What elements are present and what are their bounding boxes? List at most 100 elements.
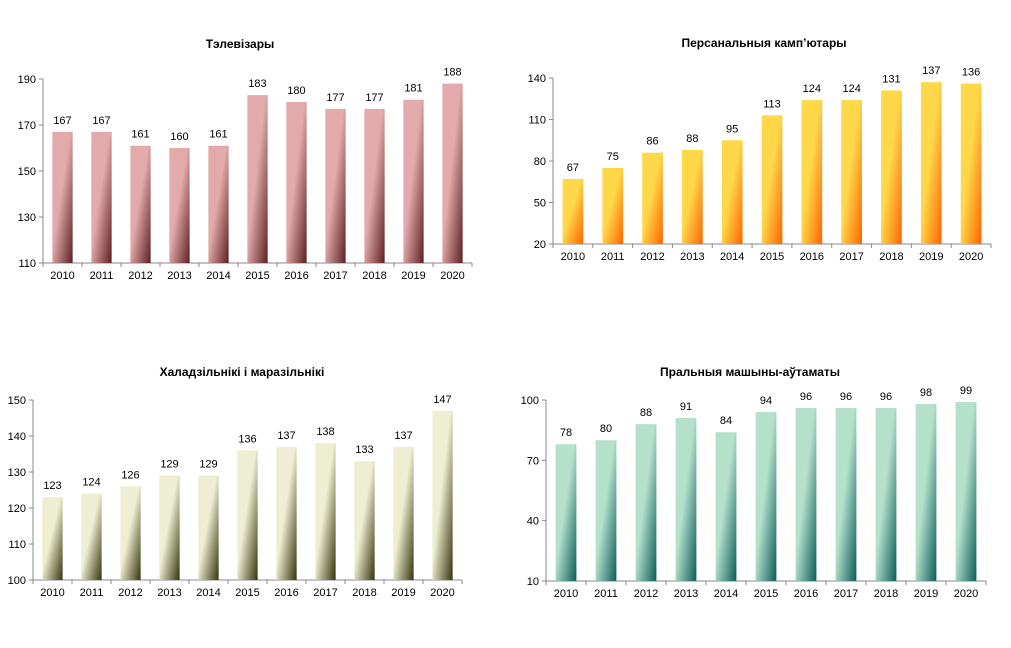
x-tick-label: 2010	[561, 251, 585, 263]
data-label: 88	[640, 407, 652, 419]
x-tick-label: 2015	[754, 588, 778, 600]
x-tick-label: 2018	[352, 587, 376, 599]
y-tick-label: 130	[18, 212, 36, 224]
y-tick-label: 100	[8, 575, 26, 587]
y-tick-label: 110	[528, 115, 546, 127]
x-tick-label: 2011	[90, 270, 114, 282]
bar-2011	[81, 493, 102, 580]
bar-2013	[682, 149, 703, 244]
bar-2014	[208, 145, 229, 263]
chart-refrigerators: Халадзільнікі і маразільнікі 100 110 120 13…	[8, 365, 463, 599]
data-label: 138	[316, 426, 334, 438]
x-tick-label: 2011	[594, 588, 618, 600]
bar-2010	[555, 444, 577, 581]
x-tick-label: 2010	[50, 270, 74, 282]
data-label: 161	[131, 129, 149, 141]
y-tick-label: 150	[8, 395, 26, 407]
data-label: 129	[199, 459, 217, 471]
data-label: 167	[92, 115, 110, 127]
y-tick-label: 130	[8, 467, 26, 479]
x-tick-label: 2012	[118, 587, 142, 599]
y-tick-label: 20	[534, 239, 546, 251]
bar-2013	[159, 475, 180, 580]
bar-2018	[364, 108, 385, 264]
data-label: 124	[842, 83, 860, 95]
data-label: 96	[800, 391, 812, 403]
data-label: 126	[121, 469, 139, 481]
x-tick-label: 2015	[235, 587, 259, 599]
bar-2019	[915, 404, 937, 581]
x-tick-label: 2017	[313, 587, 337, 599]
x-tick-label: 2013	[157, 587, 181, 599]
bar-2015	[755, 412, 777, 581]
x-tick-label: 2011	[80, 587, 104, 599]
bar-2011	[602, 167, 624, 244]
x-tick-label: 2013	[680, 251, 704, 263]
bar-2013	[675, 418, 697, 581]
bar-2018	[881, 90, 902, 244]
bar-2013	[169, 148, 190, 263]
y-tick-label: 40	[527, 516, 539, 528]
x-tick-label: 2014	[206, 270, 230, 282]
bar-2011	[595, 440, 617, 581]
chart-title: Халадзільнікі і маразільнікі	[160, 365, 325, 379]
bar-2015	[247, 95, 268, 263]
y-tick-label: 170	[18, 120, 36, 132]
y-tick-label: 50	[534, 198, 546, 210]
data-label: 147	[433, 394, 451, 406]
y-tick-label: 110	[8, 539, 26, 551]
x-tick-label: 2012	[128, 270, 152, 282]
data-label: 95	[726, 123, 738, 135]
bar-2016	[801, 100, 823, 244]
x-tick-label: 2019	[391, 587, 415, 599]
x-tick-label: 2016	[800, 251, 824, 263]
bar-2010	[52, 131, 73, 263]
data-label: 84	[720, 415, 732, 427]
chart-televisions: Тэлевізары 110 130 150 170 190 167 2010 167 2011…	[18, 37, 473, 282]
bar-2019	[403, 99, 424, 263]
data-label: 136	[238, 433, 256, 445]
bar-2017	[835, 408, 857, 581]
bar-2011	[91, 131, 112, 263]
data-label: 80	[600, 423, 612, 435]
x-tick-label: 2013	[167, 270, 191, 282]
bar-2012	[635, 424, 657, 581]
y-tick-label: 70	[527, 455, 539, 467]
bar-2016	[795, 408, 817, 581]
data-label: 137	[277, 430, 295, 442]
y-tick-label: 140	[528, 73, 546, 85]
bar-2016	[276, 446, 297, 580]
bar-2019	[393, 446, 414, 580]
chart-title: Пральныя машыны-аўтаматы	[660, 365, 840, 379]
data-label: 124	[82, 477, 100, 489]
bar-2017	[841, 100, 862, 244]
bar-2010	[562, 178, 584, 244]
chart-personal-computers: Персанальныя камп’ютары 20 50 80 110 140 67 20…	[528, 36, 992, 263]
bar-2015	[761, 115, 783, 244]
x-tick-label: 2020	[440, 270, 464, 282]
data-label: 98	[920, 387, 932, 399]
x-tick-label: 2017	[834, 588, 858, 600]
data-label: 167	[53, 115, 71, 127]
bar-2017	[325, 108, 346, 264]
bar-2012	[130, 145, 151, 263]
bar-2012	[120, 486, 141, 580]
data-label: 137	[394, 430, 412, 442]
data-label: 96	[880, 391, 892, 403]
x-tick-label: 2019	[919, 251, 943, 263]
data-label: 124	[803, 83, 821, 95]
x-tick-label: 2020	[959, 251, 983, 263]
x-tick-label: 2016	[794, 588, 818, 600]
bar-2015	[237, 450, 258, 580]
data-label: 67	[567, 162, 579, 174]
y-tick-label: 100	[521, 395, 539, 407]
bar-2020	[432, 410, 453, 580]
x-tick-label: 2019	[401, 270, 425, 282]
x-tick-label: 2018	[879, 251, 903, 263]
x-tick-label: 2019	[914, 588, 938, 600]
data-label: 133	[355, 444, 373, 456]
data-label: 180	[287, 85, 305, 97]
bar-2014	[198, 475, 219, 580]
x-tick-label: 2018	[874, 588, 898, 600]
